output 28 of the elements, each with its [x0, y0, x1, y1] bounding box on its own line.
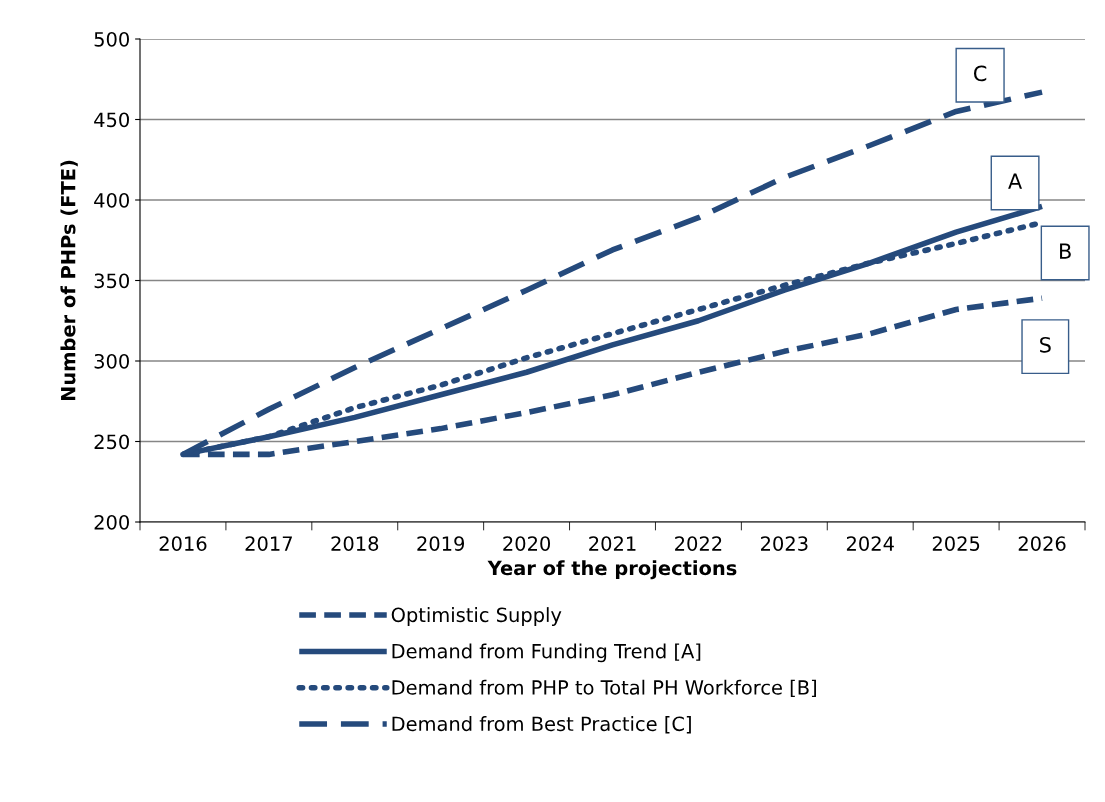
x-tick-label: 2018: [331, 536, 379, 551]
y-tick-label: 400: [94, 192, 129, 208]
annotation: S: [1040, 336, 1051, 353]
y-axis-title: Number of PHPs (FTE): [60, 160, 78, 401]
y-tick-label: 500: [94, 31, 129, 47]
x-tick-label: 2022: [675, 536, 722, 551]
x-tick-label: 2016: [159, 536, 207, 551]
x-tick-label: 2020: [503, 536, 551, 551]
y-tick-label: 250: [94, 434, 129, 450]
x-tick-label: 2021: [589, 536, 636, 551]
y-tick-label: 200: [94, 514, 129, 530]
legend-label: Optimistic Supply: [391, 607, 562, 626]
y-tick-label: 350: [94, 273, 129, 289]
x-tick-label: 2026: [1018, 536, 1066, 551]
annotation: B: [1060, 243, 1071, 259]
x-tick-label: 2019: [417, 536, 465, 551]
x-axis-title: Year of the projections: [487, 560, 737, 580]
x-tick-label: 2025: [932, 536, 980, 551]
legend-label: Demand from Funding Trend [A]: [392, 643, 701, 663]
legend-label: Demand from PHP to Total PH Workforce [B]: [392, 679, 816, 698]
y-tick-label: 300: [94, 353, 129, 369]
y-tick-label: 450: [94, 112, 129, 128]
x-tick-label: 2017: [245, 536, 292, 551]
x-tick-label: 2023: [761, 536, 808, 551]
annotation: C: [974, 65, 987, 82]
legend-label: Demand from Best Practice [C]: [392, 716, 691, 734]
x-tick-label: 2024: [846, 536, 894, 551]
annotation: A: [1008, 173, 1023, 189]
